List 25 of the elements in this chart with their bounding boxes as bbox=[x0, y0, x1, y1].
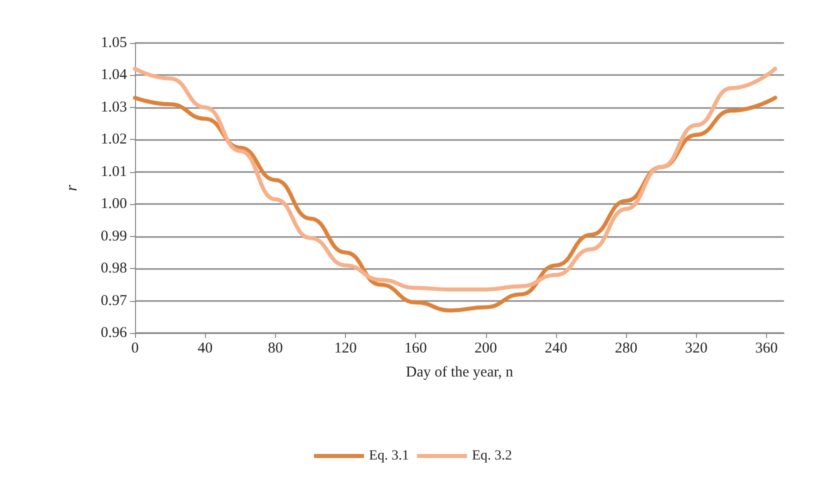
y-tick-label: 1.00 bbox=[100, 196, 127, 212]
x-tick-label: 320 bbox=[685, 340, 708, 356]
x-tick-label: 200 bbox=[474, 340, 498, 356]
legend-label: Eq. 3.1 bbox=[368, 448, 410, 464]
y-tick-label: 0.99 bbox=[100, 228, 127, 244]
x-tick-label: 280 bbox=[614, 340, 638, 356]
y-tick-label: 0.97 bbox=[100, 292, 128, 309]
y-tick-label: 1.04 bbox=[100, 67, 128, 84]
x-tick-label: 0 bbox=[131, 340, 139, 356]
x-axis-title: Day of the year, n bbox=[406, 364, 514, 380]
y-tick-label: 1.05 bbox=[100, 35, 127, 51]
y-tick-label: 1.02 bbox=[100, 132, 127, 148]
x-tick-label: 120 bbox=[334, 340, 357, 356]
x-tick-label: 40 bbox=[198, 340, 213, 356]
y-tick-label: 0.98 bbox=[100, 260, 127, 277]
line-series bbox=[133, 66, 778, 292]
x-tick-label: 240 bbox=[544, 340, 568, 356]
legend-label: Eq. 3.2 bbox=[472, 448, 512, 464]
y-tick-label: 0.96 bbox=[100, 325, 128, 341]
y-tick-label: 1.01 bbox=[100, 164, 127, 180]
x-tick-label: 80 bbox=[268, 340, 283, 356]
x-tick-label: 360 bbox=[755, 340, 778, 356]
x-tick-label: 160 bbox=[404, 340, 427, 356]
y-axis-title: r bbox=[64, 184, 80, 192]
y-tick-label: 1.03 bbox=[100, 99, 127, 116]
